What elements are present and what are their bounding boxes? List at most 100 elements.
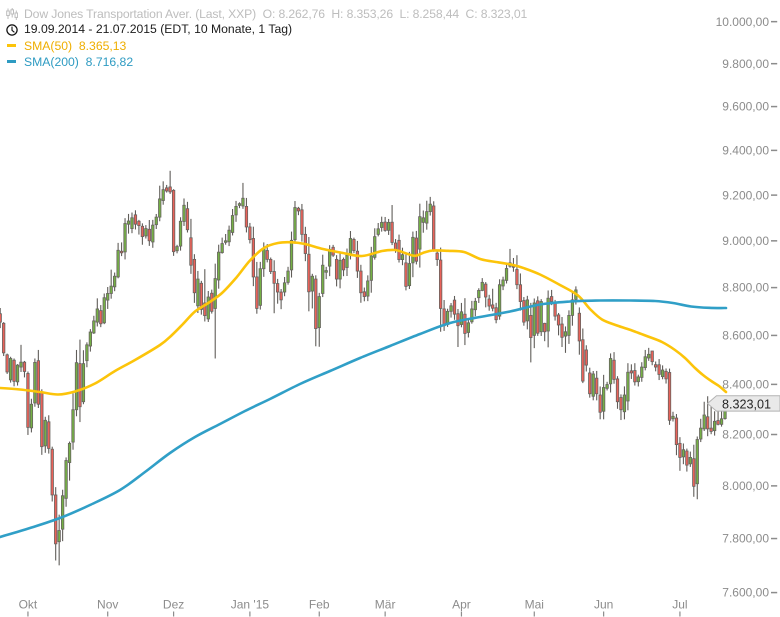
candle-body bbox=[296, 207, 301, 212]
candle-body bbox=[712, 420, 717, 432]
y-axis-tick bbox=[771, 194, 778, 196]
candle-body bbox=[154, 216, 158, 226]
candle-body bbox=[317, 296, 321, 329]
candlestick-icon bbox=[6, 8, 18, 20]
candle-body bbox=[539, 301, 543, 333]
instrument-name: Dow Jones Transportation Aver. (Last, XX… bbox=[24, 6, 257, 21]
ohlc-values: O: 8.262,76 H: 8.353,26 L: 8.258,44 C: 8… bbox=[256, 6, 528, 21]
x-axis-label: Feb bbox=[309, 598, 330, 612]
candle-body bbox=[36, 360, 40, 405]
y-axis-label: 9.000,00 bbox=[722, 234, 769, 248]
candle-body bbox=[484, 283, 488, 298]
candle-body bbox=[67, 442, 72, 463]
candle-body bbox=[265, 250, 269, 260]
period-line: 19.09.2014 - 21.07.2015 (EDT, 10 Monate,… bbox=[24, 22, 293, 36]
candle-body bbox=[244, 206, 249, 228]
candle-body bbox=[133, 214, 138, 225]
candle-body bbox=[324, 270, 328, 273]
candle-body bbox=[695, 439, 699, 485]
candle-body bbox=[178, 220, 183, 247]
sma200-legend[interactable]: SMA(200) 8.716,82 bbox=[24, 55, 133, 69]
sma200-dash-icon bbox=[6, 59, 16, 63]
candle-body bbox=[459, 311, 464, 325]
sma50-label: SMA(50) bbox=[24, 39, 73, 53]
candle-body bbox=[147, 228, 151, 242]
candle-body bbox=[158, 198, 162, 218]
candle-body bbox=[300, 209, 304, 235]
candle-body bbox=[140, 225, 145, 238]
candle-body bbox=[102, 297, 106, 324]
candle-body bbox=[2, 322, 6, 354]
candle-body bbox=[262, 248, 266, 270]
candle-body bbox=[99, 310, 103, 325]
x-axis-tick bbox=[384, 611, 386, 617]
candle-body bbox=[477, 289, 481, 299]
candle-body bbox=[647, 353, 651, 359]
candle-body bbox=[74, 362, 79, 411]
candle-body bbox=[15, 364, 20, 383]
candle-body bbox=[279, 291, 283, 301]
candle-body bbox=[595, 377, 599, 395]
candle-body bbox=[605, 384, 609, 389]
candle-body bbox=[629, 370, 634, 374]
candle-body bbox=[43, 419, 47, 447]
instrument-ohlc-line[interactable]: Dow Jones Transportation Aver. (Last, XX… bbox=[24, 7, 527, 21]
candle-body bbox=[643, 356, 647, 368]
candle-body bbox=[491, 304, 495, 309]
candle-body bbox=[546, 297, 550, 332]
y-axis-tick bbox=[771, 537, 778, 540]
candle-body bbox=[626, 371, 630, 402]
candle-body bbox=[532, 302, 536, 336]
candle-body bbox=[355, 250, 360, 272]
candle-body bbox=[685, 450, 689, 466]
candle-body bbox=[622, 394, 627, 413]
candle-body bbox=[29, 403, 34, 429]
x-axis-tick bbox=[603, 611, 605, 617]
candle-body bbox=[123, 223, 127, 253]
x-axis: Okt Nov Dez Jan '15 Feb Mär Apr Mai Jun Jul bbox=[19, 598, 688, 617]
y-axis-label: 9.600,00 bbox=[722, 100, 769, 114]
candle-body bbox=[348, 238, 353, 256]
clock-icon bbox=[6, 23, 18, 36]
candle-body bbox=[567, 314, 571, 336]
x-axis-label: Jun bbox=[594, 598, 613, 612]
candle-body bbox=[119, 250, 124, 254]
candle-body bbox=[504, 268, 509, 281]
candle-body bbox=[633, 370, 637, 383]
candle-body bbox=[404, 262, 408, 287]
candle-body bbox=[359, 270, 363, 294]
candle-body bbox=[12, 359, 16, 382]
candle-body bbox=[57, 530, 61, 543]
candle-body bbox=[650, 350, 654, 363]
y-axis-label: 9.800,00 bbox=[722, 57, 769, 71]
candle-body bbox=[584, 349, 588, 366]
x-axis-label: Apr bbox=[452, 598, 471, 612]
candle-body bbox=[615, 378, 620, 403]
candle-body bbox=[671, 415, 675, 420]
candle-body bbox=[654, 364, 658, 368]
sma50-legend[interactable]: SMA(50) 8.365,13 bbox=[24, 39, 126, 53]
candle-body bbox=[248, 226, 252, 241]
candle-body bbox=[553, 301, 557, 317]
candle-body bbox=[487, 298, 491, 307]
y-axis-tick bbox=[771, 20, 778, 23]
candle-body bbox=[40, 392, 44, 448]
price-tag-value: 8.323,01 bbox=[722, 397, 771, 411]
candle-body bbox=[692, 458, 696, 487]
candle-body bbox=[497, 284, 502, 317]
candle-body bbox=[716, 420, 720, 425]
x-axis-tick bbox=[107, 611, 109, 617]
candle-body bbox=[473, 300, 477, 311]
candle-body bbox=[341, 258, 346, 271]
x-axis-tick bbox=[318, 611, 320, 617]
candle-body bbox=[258, 268, 262, 306]
candle-body bbox=[362, 291, 366, 297]
sma200-label: SMA(200) bbox=[24, 55, 79, 69]
candle-body bbox=[185, 208, 190, 231]
last-price-tag: 8.323,01 bbox=[706, 395, 780, 412]
candle-body bbox=[81, 363, 86, 403]
y-axis-tick bbox=[771, 433, 778, 436]
candle-body bbox=[709, 427, 713, 432]
